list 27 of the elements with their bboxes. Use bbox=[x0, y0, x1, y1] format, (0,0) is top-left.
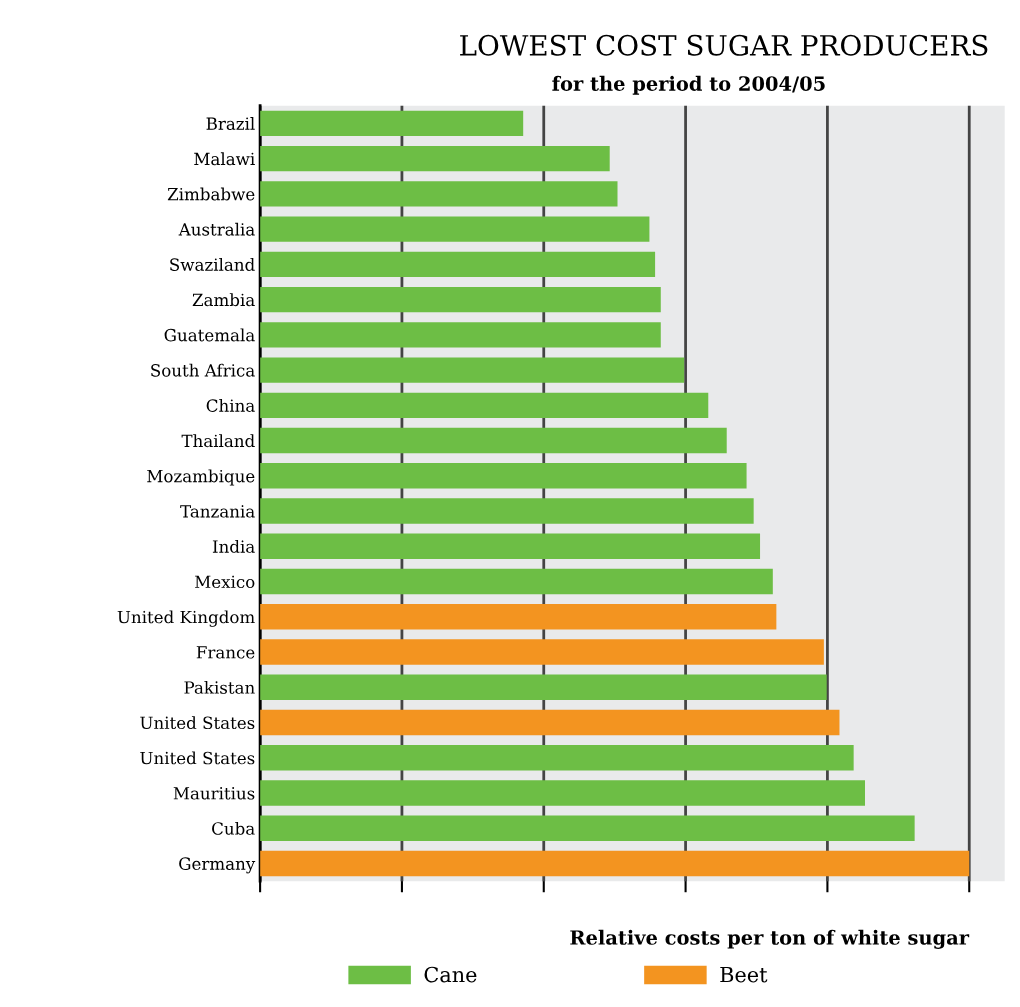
y-tick-label: Mexico bbox=[195, 575, 255, 589]
chart-subtitle: for the period to 2004/05 bbox=[552, 75, 825, 95]
y-tick-label: Mozambique bbox=[147, 469, 255, 486]
y-tick-label: Zambia bbox=[192, 293, 255, 307]
y-tick-label: Malawi bbox=[194, 152, 255, 166]
y-tick-label: Brazil bbox=[206, 117, 255, 130]
y-tick-label: Germany bbox=[179, 857, 256, 874]
chart-title: LOWEST COST SUGAR PRODUCERS bbox=[460, 34, 988, 56]
y-tick-label: India bbox=[212, 539, 255, 553]
y-tick-label: United States bbox=[140, 751, 255, 765]
y-tick-label: China bbox=[206, 398, 255, 412]
y-tick-label: Thailand bbox=[181, 434, 255, 448]
y-tick-label: Pakistan bbox=[184, 680, 255, 694]
y-tick-label: South Africa bbox=[151, 363, 255, 377]
y-tick-label: Cuba bbox=[212, 821, 255, 835]
y-tick-label: United States bbox=[140, 716, 255, 730]
y-tick-label: Tanzania bbox=[180, 505, 255, 518]
y-tick-label: France bbox=[196, 646, 255, 659]
x-axis-title: Relative costs per ton of white sugar bbox=[570, 929, 970, 949]
legend-label: Beet bbox=[720, 966, 768, 983]
legend-label: Cane bbox=[424, 966, 477, 983]
y-tick-label: Australia bbox=[178, 222, 255, 236]
y-tick-label: United Kingdom bbox=[117, 610, 255, 627]
y-tick-label: Mauritius bbox=[173, 787, 255, 800]
y-tick-label: Swaziland bbox=[170, 258, 255, 271]
y-tick-label: Guatemala bbox=[164, 328, 255, 342]
y-tick-label: Zimbabwe bbox=[167, 187, 255, 201]
